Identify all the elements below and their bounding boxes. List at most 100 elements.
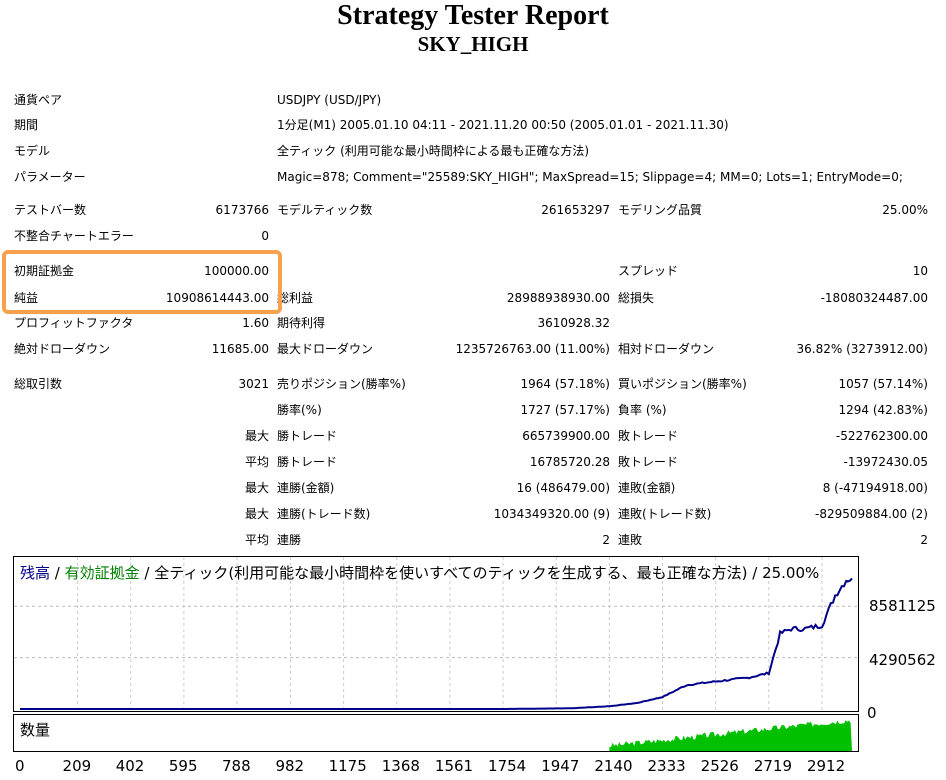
cons-loss-value: -829509884.00 (2) [815, 507, 928, 521]
short-positions-label: 売りポジション(勝率%) [277, 377, 406, 391]
cons-wins-money-label: 連勝(金額) [277, 481, 335, 495]
volume-area [609, 720, 852, 751]
report-title: Strategy Tester Report [337, 0, 609, 31]
quality-value: 25.00% [882, 203, 928, 217]
mismatch-value: 0 [261, 229, 269, 243]
ticks-value: 261653297 [541, 203, 610, 217]
x-tick-595: 595 [168, 757, 198, 775]
info-value-symbol: USDJPY (USD/JPY) [277, 93, 382, 107]
y-tick-2: 4290562 [869, 651, 936, 669]
total-trades-label: 総取引数 [14, 377, 63, 391]
legend-model: / 全ティック(利用可能な最小時間枠を使いすべてのティックを生成する、最も正確な… [139, 564, 820, 582]
spread-value: 10 [912, 264, 928, 278]
x-tick-788: 788 [222, 757, 251, 775]
avg-win-value: 16785720.28 [529, 455, 610, 469]
largest-loss-label: 敗トレード [618, 429, 679, 443]
info-label-parameters: パラメーター [14, 170, 86, 184]
loss-rate-value: 1294 (42.83%) [838, 403, 928, 417]
average-label: 平均 [244, 455, 269, 469]
avg-loss-value: -13972430.05 [843, 455, 929, 469]
loss-rate-label: 負率 (%) [618, 403, 667, 417]
legend-equity: 有効証拠金 [64, 564, 140, 582]
avg-cons-losses-value: 2 [920, 533, 928, 547]
cons-losses-money-value: 8 (-47194918.00) [822, 481, 928, 495]
x-tick-2333: 2333 [647, 757, 686, 775]
abs-drawdown-label: 絶対ドローダウン [14, 342, 111, 356]
rel-drawdown-value: 36.82% (3273912.00) [796, 342, 928, 356]
info-value-period: 1分足(M1) 2005.01.10 04:11 - 2021.11.20 00… [277, 118, 729, 132]
info-label-period: 期間 [14, 118, 39, 132]
abs-drawdown-value: 11685.00 [211, 342, 269, 356]
gross-profit-value: 28988938930.00 [506, 291, 610, 305]
avg-cons-losses-label: 連敗 [618, 533, 643, 547]
max-label-2: 最大 [244, 481, 269, 495]
profit-factor-label: プロフィットファクタ [14, 316, 134, 330]
x-tick-1754: 1754 [488, 757, 527, 775]
x-tick-2526: 2526 [700, 757, 739, 775]
spread-label: スプレッド [618, 264, 679, 278]
quality-label: モデリング品質 [618, 203, 703, 217]
max-label-3: 最大 [244, 507, 269, 521]
legend-sep: / [50, 564, 65, 582]
largest-loss-value: -522762300.00 [835, 429, 928, 443]
long-positions-value: 1057 (57.14%) [838, 377, 928, 391]
x-tick-2719: 2719 [753, 757, 792, 775]
gross-profit-label: 総利益 [277, 291, 314, 305]
gross-loss-value: -18080324487.00 [820, 291, 928, 305]
rel-drawdown-label: 相対ドローダウン [618, 342, 715, 356]
y-tick-3: 0 [867, 704, 877, 722]
gross-loss-label: 総損失 [618, 291, 655, 305]
win-rate-value: 1727 (57.17%) [520, 403, 610, 417]
largest-win-value: 665739900.00 [522, 429, 610, 443]
avg-cons-wins-label: 連勝 [277, 533, 302, 547]
x-tick-209: 209 [62, 757, 92, 775]
x-tick-982: 982 [275, 757, 305, 775]
chart-legend: 残高 / 有効証拠金 / 全ティック(利用可能な最小時間枠を使いすべてのティック… [20, 562, 819, 583]
volume-label: 数量 [20, 721, 51, 739]
volume-chart-svg [609, 720, 852, 751]
info-label-model: モデル [14, 144, 51, 158]
long-positions-label: 買いポジション(勝率%) [618, 377, 747, 391]
deposit-label: 初期証拠金 [14, 264, 75, 278]
balance-chart-svg [14, 557, 858, 711]
win-rate-label: 勝率(%) [277, 403, 322, 417]
average-label-2: 平均 [244, 533, 269, 547]
cons-loss-label: 連敗(トレード数) [618, 507, 712, 521]
expected-payoff-label: 期待利得 [277, 316, 326, 330]
volume-chart [13, 714, 859, 752]
x-tick-2912: 2912 [806, 757, 846, 775]
short-positions-value: 1964 (57.18%) [520, 377, 610, 391]
x-tick-1561: 1561 [434, 757, 474, 775]
max-drawdown-value: 1235726763.00 (11.00%) [455, 342, 610, 356]
info-label-symbol: 通貨ペア [14, 93, 63, 107]
profit-factor-value: 1.60 [242, 316, 269, 330]
cons-profit-label: 連勝(トレード数) [277, 507, 371, 521]
x-tick-1368: 1368 [381, 757, 420, 775]
info-value-model: 全ティック (利用可能な最小時間枠による最も正確な方法) [277, 144, 590, 158]
avg-win-label: 勝トレード [277, 455, 338, 469]
legend-balance: 残高 [20, 564, 51, 582]
cons-wins-money-value: 16 (486479.00) [516, 481, 610, 495]
cons-profit-value: 1034349320.00 (9) [493, 507, 610, 521]
info-value-parameters: Magic=878; Comment="25589:SKY_HIGH"; Max… [277, 170, 903, 184]
net-profit-value: 10908614443.00 [165, 291, 269, 305]
balance-line [20, 577, 853, 710]
highlight-box [2, 250, 282, 314]
largest-label: 最大 [244, 429, 269, 443]
x-tick-402: 402 [115, 757, 145, 775]
max-drawdown-label: 最大ドローダウン [277, 342, 374, 356]
avg-loss-label: 敗トレード [618, 455, 679, 469]
ticks-label: モデルティック数 [277, 203, 373, 217]
x-tick-2140: 2140 [594, 757, 633, 775]
x-tick-1175: 1175 [328, 757, 367, 775]
cons-losses-money-label: 連敗(金額) [618, 481, 676, 495]
total-trades-value: 3021 [238, 377, 269, 391]
y-tick-1: 8581125 [869, 597, 936, 615]
avg-cons-wins-value: 2 [602, 533, 610, 547]
report-subtitle: SKY_HIGH [417, 32, 529, 56]
expected-payoff-value: 3610928.32 [537, 316, 610, 330]
balance-chart [13, 556, 859, 712]
x-tick-1947: 1947 [541, 757, 580, 775]
net-profit-label: 純益 [14, 291, 39, 305]
largest-win-label: 勝トレード [277, 429, 338, 443]
